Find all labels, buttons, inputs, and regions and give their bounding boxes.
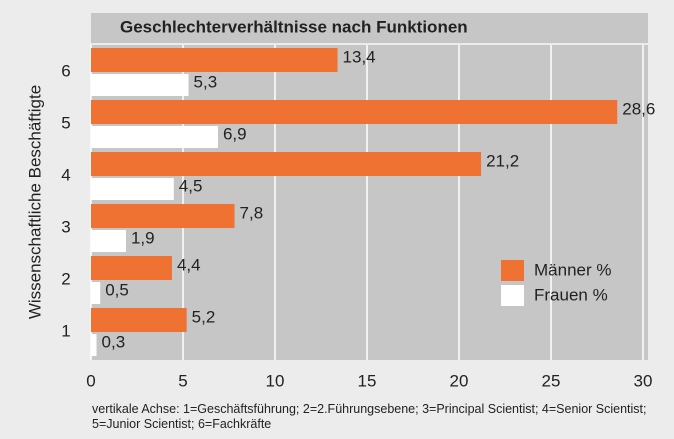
y-tick-label: 6 (61, 61, 70, 80)
value-label: 5,2 (192, 307, 216, 326)
bar (91, 282, 101, 304)
legend-label: Frauen % (534, 285, 608, 304)
bar (91, 204, 235, 228)
value-label: 13,4 (343, 47, 376, 66)
bar (91, 308, 187, 332)
bar (91, 100, 618, 124)
bar (91, 230, 126, 252)
legend-label: Männer % (534, 260, 611, 279)
x-tick-label: 30 (634, 371, 653, 390)
legend-swatch (501, 285, 524, 306)
value-label: 0,5 (105, 280, 129, 299)
legend-swatch (501, 260, 524, 281)
y-tick-label: 3 (61, 217, 70, 236)
x-tick-label: 15 (358, 371, 377, 390)
value-label: 5,3 (194, 72, 218, 91)
bar (91, 126, 218, 148)
value-label: 6,9 (223, 124, 247, 143)
value-label: 28,6 (622, 99, 655, 118)
bar (91, 152, 482, 176)
title-bar (91, 13, 648, 43)
bar (91, 334, 97, 356)
x-tick-label: 10 (266, 371, 285, 390)
x-tick-label: 0 (86, 371, 95, 390)
y-tick-label: 2 (61, 269, 70, 288)
x-tick-label: 20 (450, 371, 469, 390)
value-label: 21,2 (486, 151, 519, 170)
value-label: 7,8 (240, 203, 264, 222)
x-tick-label: 5 (178, 371, 187, 390)
plot-area (91, 45, 648, 360)
y-tick-label: 1 (61, 321, 70, 340)
bar (91, 256, 172, 280)
chart-title: Geschlechterverhältnisse nach Funktionen (120, 17, 468, 36)
value-label: 4,5 (179, 176, 203, 195)
x-tick-label: 25 (542, 371, 561, 390)
y-tick-label: 4 (61, 165, 70, 184)
bar (91, 178, 174, 200)
y-tick-label: 5 (61, 113, 70, 132)
bar (91, 74, 189, 96)
footnote: vertikale Achse: 1=Geschäftsführung; 2=2… (92, 402, 647, 431)
bar (91, 48, 338, 72)
chart: Geschlechterverhältnisse nach Funktionen… (25, 13, 655, 390)
y-axis-label: Wissenschaftliche Beschäftigte (25, 85, 44, 319)
value-label: 4,4 (177, 255, 201, 274)
value-label: 0,3 (102, 332, 126, 351)
value-label: 1,9 (131, 228, 155, 247)
